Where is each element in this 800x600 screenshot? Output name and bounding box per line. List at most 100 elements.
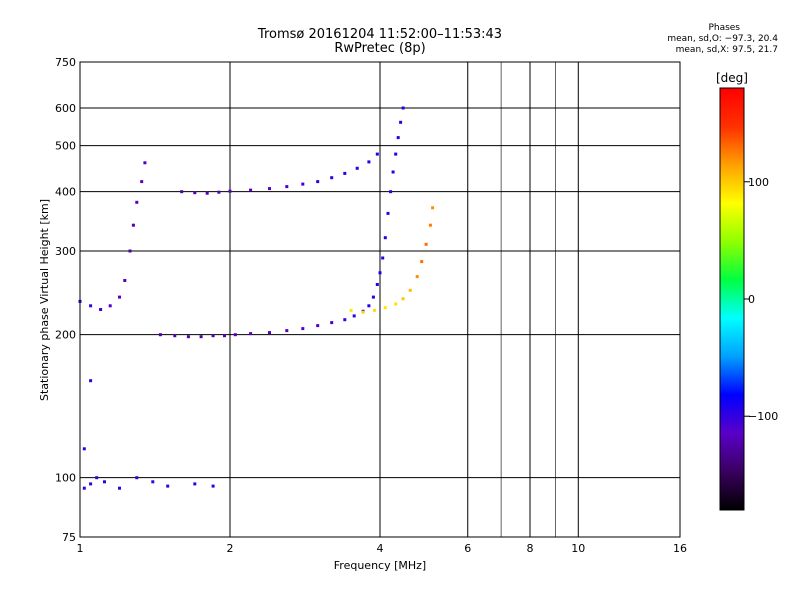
data-point — [228, 189, 232, 193]
data-point — [135, 200, 139, 204]
x-tick-label: 10 — [571, 542, 585, 555]
data-points — [78, 106, 435, 490]
data-point — [89, 379, 93, 383]
data-point — [316, 324, 320, 328]
data-point — [217, 190, 221, 194]
data-point — [211, 484, 215, 488]
data-point — [173, 334, 177, 338]
y-tick-label: 600 — [55, 102, 76, 115]
data-point — [420, 260, 424, 264]
data-point — [381, 256, 385, 260]
data-point — [199, 335, 203, 339]
data-point — [408, 288, 412, 292]
x-tick-label: 2 — [227, 542, 234, 555]
y-tick-label: 100 — [55, 472, 76, 485]
data-point — [95, 476, 99, 480]
data-point — [349, 308, 353, 312]
colorbar-label: [deg] — [716, 71, 748, 85]
grid-lines — [80, 62, 680, 537]
data-point — [186, 335, 190, 339]
x-axis-title: Frequency [MHz] — [334, 559, 426, 572]
data-point — [108, 304, 112, 308]
data-point — [367, 304, 371, 308]
x-tick-label: 4 — [377, 542, 384, 555]
y-tick-label: 300 — [55, 245, 76, 258]
phases-x-mode-stats: mean, sd,X: 97.5, 21.7 — [675, 45, 778, 55]
chart-title-line2: RwPretec (8p) — [334, 41, 426, 56]
data-point — [383, 306, 387, 310]
colorbar-tick-label: −100 — [748, 410, 778, 423]
data-point — [424, 242, 428, 246]
colorbar-tick-label: 100 — [748, 176, 769, 189]
data-point — [193, 191, 197, 195]
data-point — [401, 106, 405, 110]
data-point — [394, 152, 398, 156]
data-point — [193, 482, 197, 486]
axis-ticks: 1 2 4 6 8 10 16 75 100 200 300 400 500 600 750 — [55, 56, 687, 555]
data-point — [343, 318, 347, 322]
data-point — [401, 297, 405, 301]
data-point — [268, 331, 271, 335]
data-point — [140, 180, 144, 184]
y-tick-label: 500 — [55, 140, 76, 153]
data-point — [391, 170, 395, 174]
data-point — [399, 120, 403, 124]
data-point — [205, 191, 209, 195]
y-axis-title: Stationary phase Virtual Height [km] — [38, 199, 51, 401]
data-point — [89, 304, 93, 308]
colorbar — [720, 88, 744, 510]
data-point — [128, 249, 132, 253]
data-point — [268, 187, 271, 191]
data-point — [361, 310, 365, 314]
plot-frame — [79, 61, 681, 538]
data-point — [431, 206, 435, 210]
data-point — [316, 180, 320, 184]
data-point — [135, 476, 139, 480]
data-point — [82, 486, 86, 490]
data-point — [375, 283, 379, 286]
data-point — [180, 190, 184, 194]
y-tick-label: 75 — [62, 531, 76, 544]
data-point — [211, 334, 215, 338]
data-point — [330, 176, 334, 180]
chart-title-line1: Tromsø 20161204 11:52:00–11:53:43 — [257, 27, 503, 42]
data-point — [166, 484, 170, 488]
data-point — [355, 166, 359, 170]
data-point — [249, 188, 253, 192]
data-point — [352, 314, 356, 318]
phases-o-mode-stats: mean, sd,O: −97.3, 20.4 — [667, 34, 778, 44]
data-point — [233, 333, 237, 337]
data-point — [143, 161, 147, 165]
x-tick-label: 8 — [527, 542, 534, 555]
data-point — [343, 171, 347, 175]
data-point — [415, 275, 419, 279]
data-point — [118, 486, 121, 490]
data-point — [118, 295, 121, 299]
data-point — [383, 236, 387, 240]
data-point — [428, 223, 432, 227]
data-point — [386, 211, 390, 215]
data-point — [89, 482, 93, 486]
data-point — [285, 185, 289, 189]
data-point — [367, 160, 371, 164]
data-point — [82, 447, 86, 451]
data-point — [373, 308, 376, 312]
data-point — [330, 321, 334, 325]
data-point — [389, 190, 393, 194]
y-tick-label: 400 — [55, 186, 76, 199]
data-point — [394, 302, 398, 306]
x-tick-label: 6 — [464, 542, 471, 555]
y-tick-label: 750 — [55, 56, 76, 69]
data-point — [131, 223, 135, 227]
colorbar-tick-label: 0 — [748, 293, 755, 306]
data-point — [123, 279, 127, 282]
data-point — [371, 295, 375, 299]
data-point — [375, 152, 379, 156]
data-point — [99, 308, 103, 311]
data-point — [158, 333, 162, 337]
data-point — [151, 480, 155, 484]
data-point — [301, 182, 305, 186]
data-point — [103, 480, 106, 484]
data-point — [249, 332, 253, 336]
